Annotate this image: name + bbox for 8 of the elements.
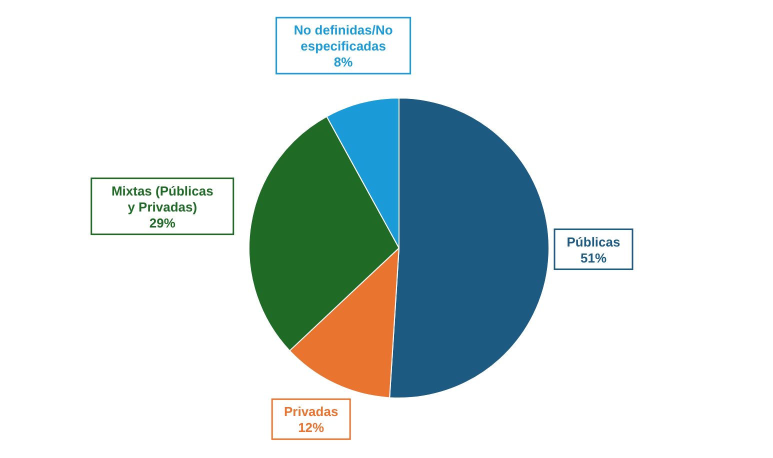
data-label: 8% xyxy=(334,54,354,70)
slice-label: No definidas/No especificadas xyxy=(294,22,393,54)
data-label: 12% xyxy=(298,420,325,436)
data-label: 51% xyxy=(580,250,607,266)
slice-label: Mixtas (Públicas y Privadas) xyxy=(111,183,214,214)
slice-label: Privadas xyxy=(284,404,338,420)
slice-label: Públicas xyxy=(566,234,620,250)
data-label: 29% xyxy=(149,215,176,230)
